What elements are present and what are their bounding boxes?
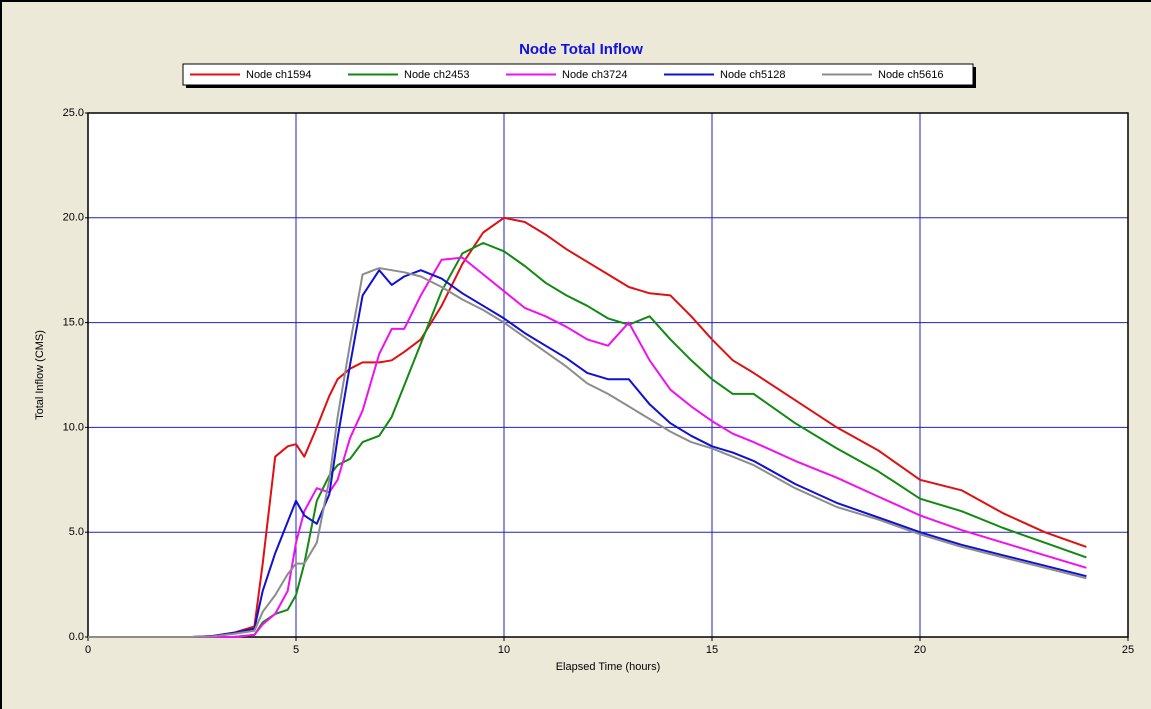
x-tick-label: 20 [914, 644, 926, 656]
x-tick-label: 15 [706, 644, 718, 656]
y-tick-label: 0.0 [69, 631, 84, 643]
y-tick-label: 15.0 [63, 317, 84, 329]
legend-label: Node ch1594 [246, 69, 311, 81]
legend-label: Node ch5128 [720, 69, 785, 81]
plot-border [87, 112, 1129, 638]
x-axis-label: Elapsed Time (hours) [556, 661, 661, 673]
y-tick-label: 5.0 [69, 526, 84, 538]
y-tick-label: 25.0 [63, 107, 84, 119]
plot-area [88, 113, 1128, 637]
series-line [88, 242, 1087, 638]
legend-label: Node ch5616 [878, 69, 943, 81]
x-tick-label: 25 [1122, 644, 1134, 656]
x-tick-label: 5 [293, 644, 299, 656]
series-line [88, 269, 1087, 638]
x-tick-label: 10 [498, 644, 510, 656]
series-line [88, 256, 1087, 638]
chart-title: Node Total Inflow [519, 41, 643, 58]
legend [182, 63, 974, 86]
y-axis-label: Total Inflow (CMS) [34, 330, 46, 420]
y-tick-label: 10.0 [63, 421, 84, 433]
y-tick-label: 20.0 [63, 212, 84, 224]
series-line [88, 267, 1087, 638]
series-line [88, 216, 1087, 638]
x-tick-label: 0 [85, 644, 91, 656]
legend-label: Node ch3724 [562, 69, 627, 81]
legend-label: Node ch2453 [404, 69, 469, 81]
